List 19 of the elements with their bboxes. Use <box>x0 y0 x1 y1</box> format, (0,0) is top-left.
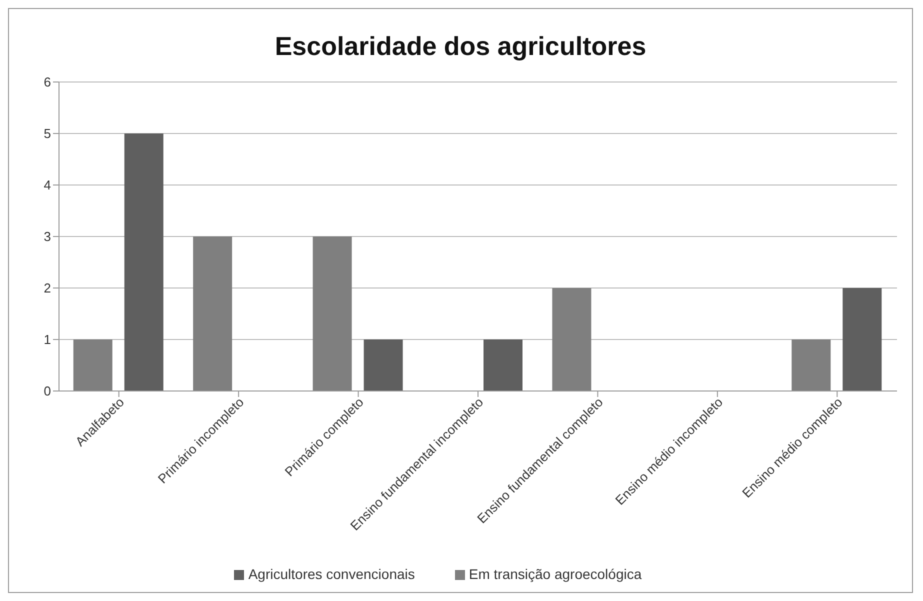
y-tick-label: 4 <box>44 178 51 193</box>
bar <box>193 236 232 391</box>
bar <box>484 340 523 391</box>
legend-label: Agricultores convencionais <box>248 566 415 582</box>
y-tick-label: 5 <box>44 126 51 142</box>
bar <box>842 288 882 391</box>
bar <box>73 340 112 391</box>
y-tick-label: 0 <box>44 384 51 399</box>
y-tick-label: 3 <box>44 229 51 244</box>
y-tick-label: 1 <box>44 332 51 348</box>
bar <box>552 288 592 391</box>
bar <box>792 340 831 391</box>
bar <box>124 134 164 391</box>
legend-label: Em transição agroecológica <box>468 566 642 582</box>
bar <box>364 340 403 391</box>
y-tick-label: 2 <box>44 280 51 296</box>
y-tick-label: 6 <box>44 74 51 90</box>
chart-title: Escolaridade dos agricultores <box>274 31 648 62</box>
bar <box>312 236 352 391</box>
